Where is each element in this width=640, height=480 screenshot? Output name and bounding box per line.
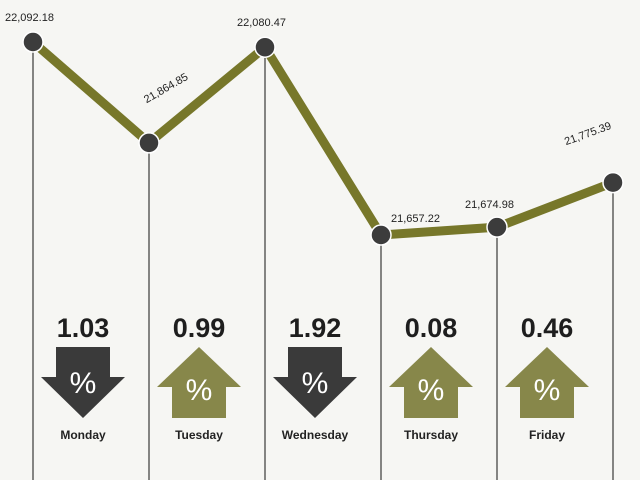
percent-sign: % (418, 374, 445, 407)
day-label: Tuesday (175, 428, 223, 442)
change-value: 0.99 (173, 313, 226, 343)
point (602, 171, 624, 194)
day-label: Wednesday (282, 428, 349, 442)
point (370, 224, 392, 246)
value-label: 22,080.47 (237, 17, 286, 29)
arrow-up (157, 347, 241, 418)
value-label: 21,674.98 (465, 199, 514, 211)
day-label: Thursday (404, 428, 458, 442)
arrow-down (273, 347, 357, 418)
point (254, 36, 276, 58)
percent-sign: % (70, 367, 97, 400)
change-value: 0.08 (405, 313, 458, 343)
percent-sign: % (534, 374, 561, 407)
value-label: 21,657.22 (391, 213, 440, 225)
point (22, 31, 44, 53)
day-label: Friday (529, 428, 565, 442)
value-label: 21,864.85 (142, 71, 190, 106)
arrow-up (505, 347, 589, 418)
point (138, 132, 160, 154)
value-label: 22,092.18 (5, 12, 54, 24)
arrow-down (41, 347, 125, 418)
point (486, 216, 508, 238)
change-value: 1.03 (57, 313, 110, 343)
percent-sign: % (302, 367, 329, 400)
change-value: 0.46 (521, 313, 574, 343)
percent-sign: % (186, 374, 213, 407)
change-value: 1.92 (289, 313, 342, 343)
index-line (30, 38, 615, 240)
day-label: Monday (60, 428, 106, 442)
arrow-up (389, 347, 473, 418)
value-label: 21,775.39 (563, 120, 613, 148)
